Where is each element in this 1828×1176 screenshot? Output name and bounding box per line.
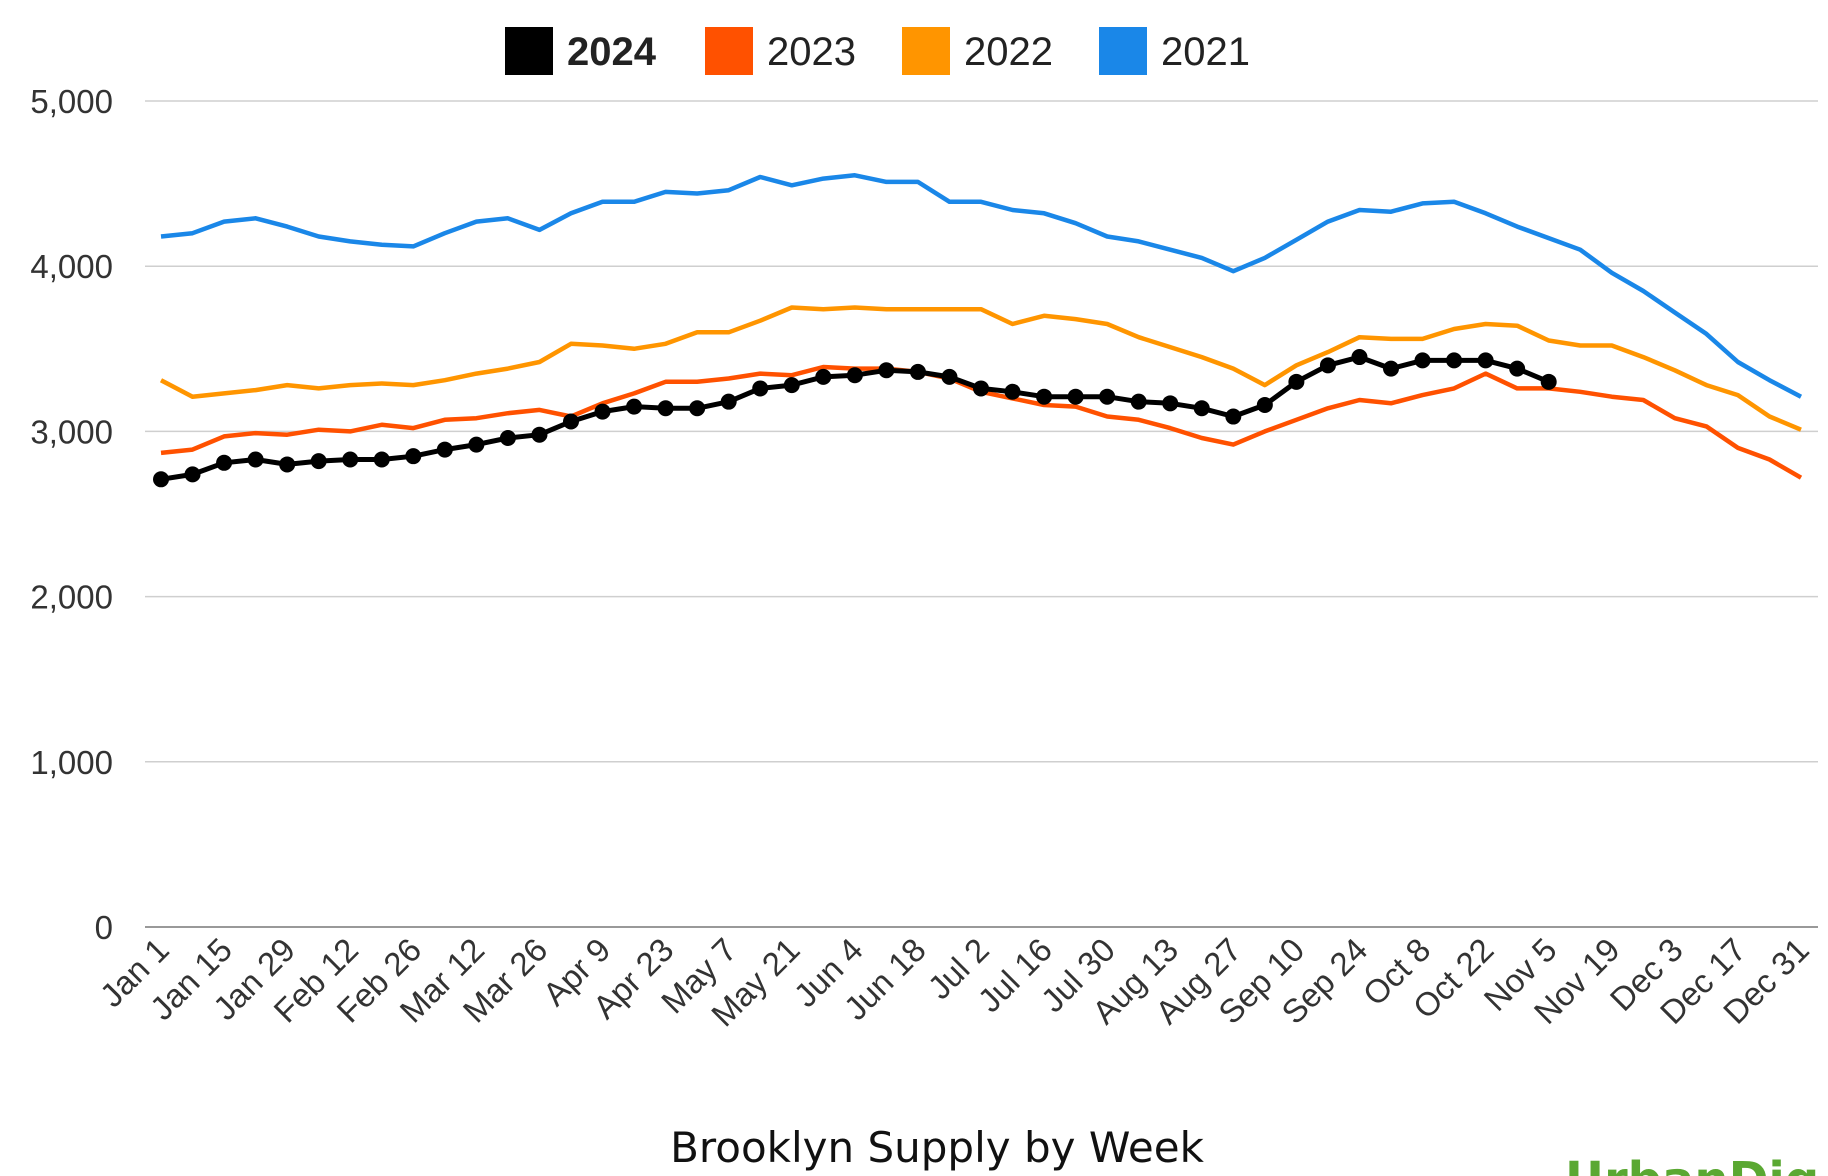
data-point-2024: [815, 368, 832, 385]
y-tick-label: 1,000: [30, 744, 113, 781]
data-point-2024: [720, 393, 737, 410]
data-point-2024: [310, 453, 327, 470]
grid-lines: [145, 100, 1818, 928]
data-point-2024: [153, 471, 169, 488]
data-point-2024: [1383, 360, 1399, 377]
data-point-2024: [373, 451, 390, 468]
data-point-2024: [1288, 373, 1305, 390]
data-point-2024: [941, 368, 958, 385]
data-point-2024: [1509, 360, 1526, 377]
legend-label: 2023: [767, 30, 856, 74]
series-lines: [153, 173, 1803, 488]
data-point-2024: [1162, 395, 1179, 412]
legend-label: 2022: [964, 30, 1053, 74]
data-point-2024: [1193, 400, 1210, 417]
data-point-2024: [1319, 357, 1336, 374]
data-point-2024: [1540, 373, 1557, 390]
data-point-2024: [1256, 396, 1273, 413]
y-tick-label: 2,000: [30, 579, 113, 616]
y-tick-label: 0: [95, 909, 113, 946]
legend-swatch-2024: [505, 27, 553, 75]
data-point-2024: [783, 377, 800, 394]
y-tick-label: 4,000: [30, 248, 113, 285]
data-point-2024: [1004, 383, 1021, 400]
data-point-2024: [626, 398, 643, 415]
legend-label: 2021: [1161, 30, 1250, 74]
data-point-2024: [342, 451, 359, 468]
data-point-2024: [468, 436, 485, 453]
data-point-2024: [1477, 352, 1494, 369]
data-point-2024: [689, 400, 706, 417]
data-point-2024: [594, 403, 611, 420]
urbandig-logo: UrbanDig: [1565, 1152, 1819, 1176]
data-point-2024: [499, 430, 516, 447]
legend: 2024 2023 2022 2021: [505, 27, 1250, 75]
data-point-2024: [752, 380, 769, 397]
data-point-2024: [563, 413, 579, 430]
y-axis-ticks: 0 1,000 2,000 3,000 4,000 5,000: [30, 83, 113, 946]
chart-title: Brooklyn Supply by Week: [670, 1123, 1204, 1172]
legend-swatch-2022: [902, 27, 950, 75]
data-point-2024: [405, 448, 422, 465]
data-point-2024: [878, 362, 895, 379]
data-point-2024: [909, 363, 926, 380]
data-point-2024: [657, 400, 674, 417]
data-point-2024: [973, 380, 989, 397]
data-point-2024: [247, 451, 264, 468]
y-tick-label: 3,000: [30, 413, 113, 450]
data-point-2024: [1446, 352, 1463, 369]
data-point-2024: [184, 466, 201, 483]
legend-swatch-2021: [1099, 27, 1147, 75]
data-point-2024: [1414, 352, 1431, 369]
legend-swatch-2023: [705, 27, 753, 75]
legend-label: 2024: [567, 30, 657, 74]
data-point-2024: [216, 454, 233, 471]
data-point-2024: [531, 426, 548, 443]
data-point-2024: [436, 441, 453, 458]
data-point-2024: [1130, 393, 1147, 410]
y-tick-label: 5,000: [30, 83, 113, 120]
data-point-2024: [1225, 408, 1242, 425]
data-point-2024: [1099, 388, 1116, 405]
data-point-2024: [1036, 388, 1053, 405]
data-point-2024: [1067, 388, 1084, 405]
data-point-2024: [1351, 349, 1368, 366]
series-line-2022: [159, 305, 1802, 432]
data-point-2024: [846, 367, 863, 384]
series-line-2021: [160, 173, 1803, 399]
data-point-2024: [279, 456, 296, 473]
